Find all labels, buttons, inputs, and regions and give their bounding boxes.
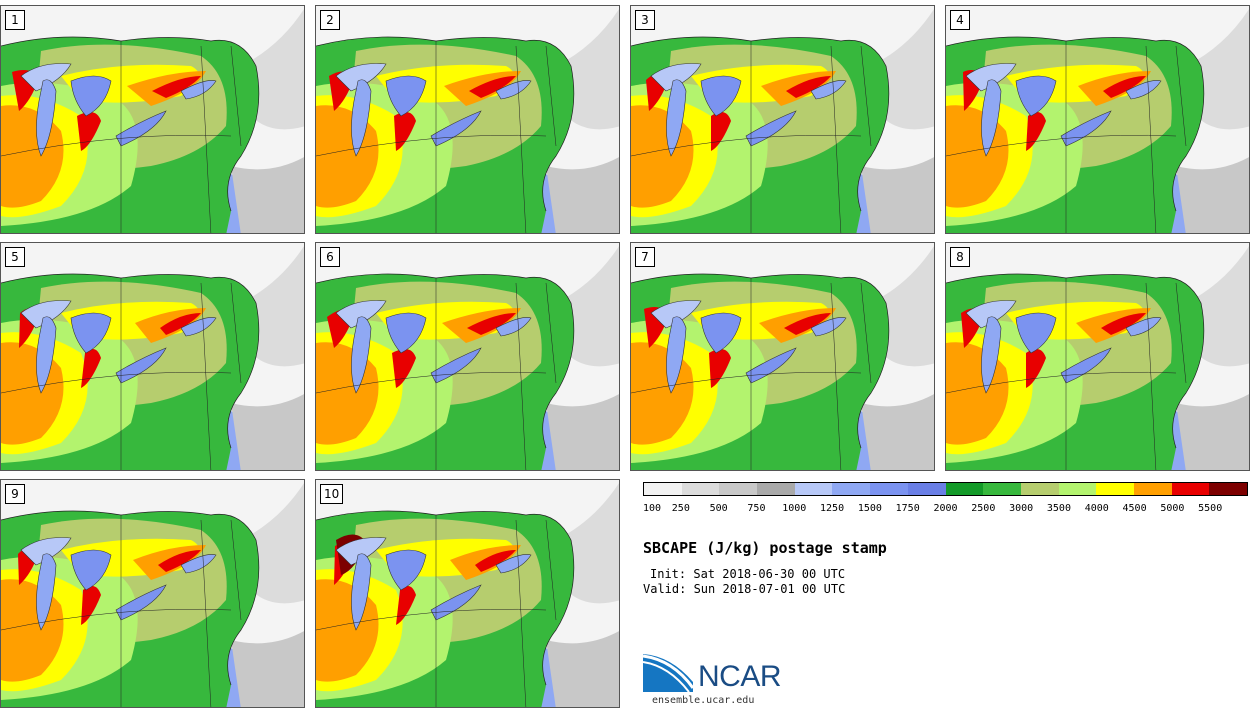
colorbar-swatch	[757, 483, 795, 495]
colorbar-tick-label: 1500	[857, 503, 882, 514]
cape-map	[316, 243, 619, 470]
colorbar-tick-label: 4000	[1084, 503, 1109, 514]
colorbar-tick-label: 4500	[1122, 503, 1147, 514]
member-panel-2[interactable]: 2	[315, 5, 620, 234]
member-number-label: 10	[320, 484, 344, 504]
colorbar-tick-label: 1750	[895, 503, 920, 514]
colorbar-tick-label: 3500	[1046, 503, 1071, 514]
cape-map	[631, 6, 934, 233]
member-number-label: 1	[5, 10, 25, 30]
init-time: Init: Sat 2018-06-30 00 UTC	[650, 567, 846, 581]
member-panel-9[interactable]: 9	[0, 479, 305, 708]
colorbar-swatch	[1133, 483, 1172, 495]
cape-map	[316, 6, 619, 233]
colorbar-tick-label: 5500	[1198, 503, 1223, 514]
cape-map	[316, 480, 619, 707]
member-number-label: 6	[320, 247, 340, 267]
member-panel-3[interactable]: 3	[630, 5, 935, 234]
member-number-label: 9	[5, 484, 25, 504]
colorbar-swatch	[794, 483, 833, 495]
colorbar-swatch	[945, 483, 984, 495]
colorbar-swatch	[983, 483, 1021, 495]
colorbar-tick-label: 100	[643, 503, 662, 514]
member-panel-5[interactable]: 5	[0, 242, 305, 471]
member-panel-6[interactable]: 6	[315, 242, 620, 471]
valid-time: Valid: Sun 2018-07-01 00 UTC	[643, 582, 846, 596]
cape-map	[631, 243, 934, 470]
colorbar-tick-label: 2500	[971, 503, 996, 514]
colorbar-swatch	[719, 483, 758, 495]
colorbar-tick-label: 5000	[1160, 503, 1185, 514]
member-panel-10[interactable]: 10	[315, 479, 620, 708]
colorbar-swatch	[681, 483, 720, 495]
colorbar-swatch	[1209, 483, 1247, 495]
member-number-label: 3	[635, 10, 655, 30]
colorbar	[643, 482, 1248, 496]
member-number-label: 8	[950, 247, 970, 267]
colorbar-tick-label: 250	[671, 503, 690, 514]
colorbar-tick-label: 2000	[933, 503, 958, 514]
member-panel-4[interactable]: 4	[945, 5, 1250, 234]
colorbar-tick-label: 1000	[782, 503, 807, 514]
colorbar-tick-label: 3000	[1009, 503, 1034, 514]
colorbar-swatch	[1058, 483, 1097, 495]
colorbar-labels: 100 250 500 750 1000 1250 1500 1750 2000 2500 3000…	[643, 503, 1248, 517]
member-panel-7[interactable]: 7	[630, 242, 935, 471]
cape-map	[1, 243, 304, 470]
cape-map	[946, 6, 1249, 233]
member-number-label: 5	[5, 247, 25, 267]
colorbar-swatch	[870, 483, 908, 495]
cape-map	[946, 243, 1249, 470]
member-number-label: 7	[635, 247, 655, 267]
colorbar-swatch	[1096, 483, 1134, 495]
logo-url[interactable]: ensemble.ucar.edu	[652, 695, 755, 706]
cape-map	[1, 6, 304, 233]
colorbar-swatch	[1020, 483, 1059, 495]
colorbar-swatch	[832, 483, 871, 495]
colorbar-tick-label: 750	[747, 503, 766, 514]
member-panel-1[interactable]: 1	[0, 5, 305, 234]
member-number-label: 2	[320, 10, 340, 30]
product-title: SBCAPE (J/kg) postage stamp	[643, 539, 887, 557]
colorbar-tick-label: 1250	[820, 503, 845, 514]
colorbar-swatch	[907, 483, 946, 495]
logo-name: NCAR	[698, 660, 782, 693]
cape-map	[1, 480, 304, 707]
colorbar-tick-label: 500	[709, 503, 728, 514]
member-number-label: 4	[950, 10, 970, 30]
colorbar-swatch	[644, 483, 682, 495]
colorbar-swatch	[1171, 483, 1210, 495]
ncar-logo-icon	[643, 654, 695, 693]
member-panel-8[interactable]: 8	[945, 242, 1250, 471]
